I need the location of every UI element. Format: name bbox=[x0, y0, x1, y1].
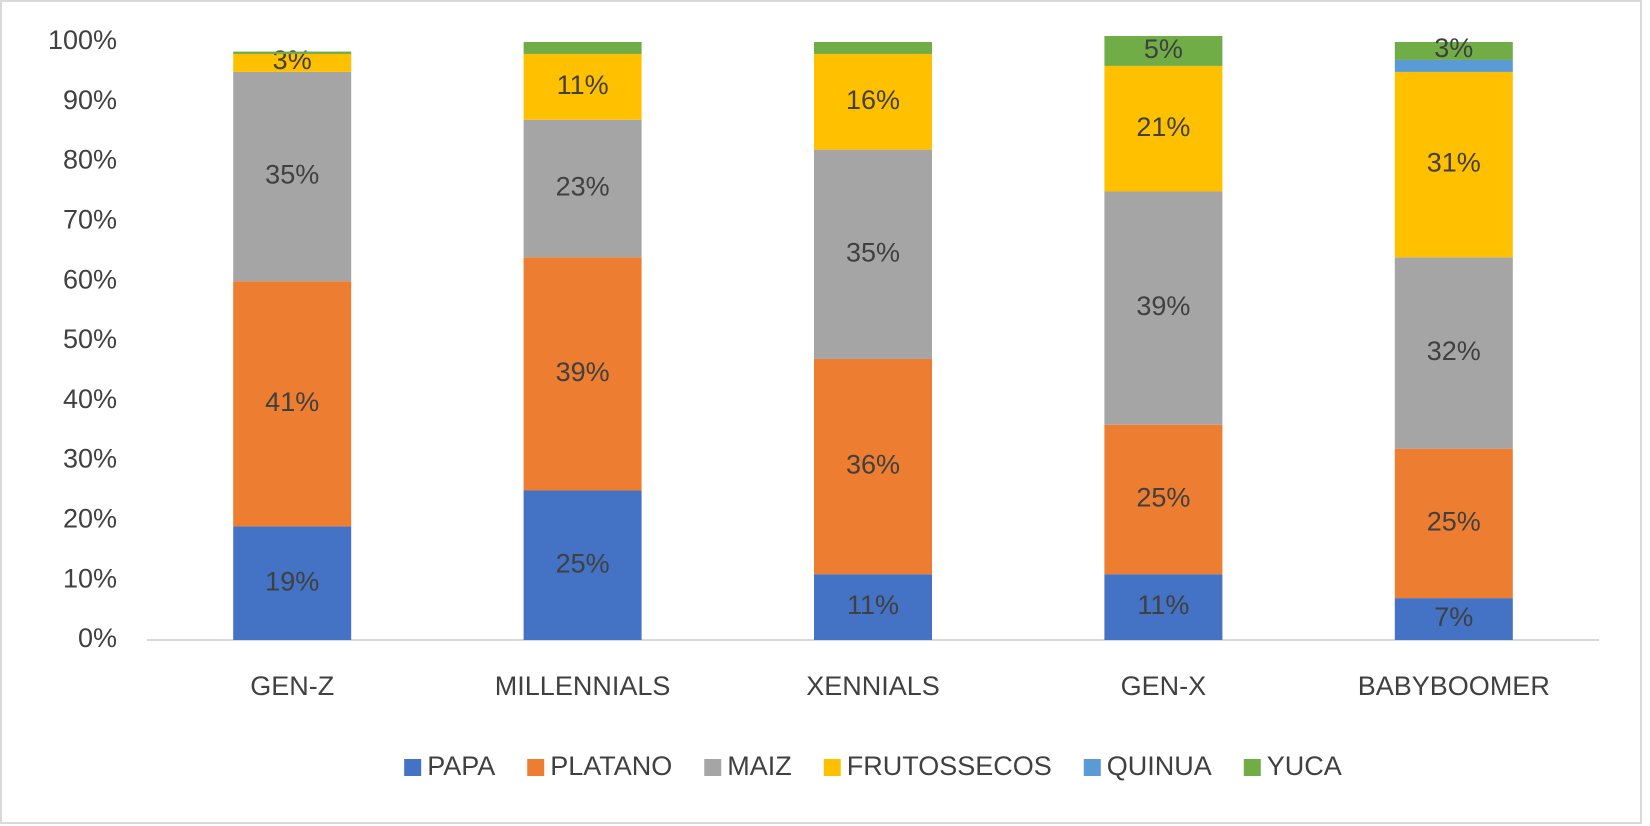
x-tick-label: GEN-X bbox=[1121, 671, 1207, 701]
bar-segment bbox=[233, 281, 352, 527]
y-tick-label: 20% bbox=[63, 504, 117, 534]
bar-segment bbox=[1104, 574, 1223, 640]
legend-marker bbox=[823, 759, 841, 776]
x-tick-label: GEN-Z bbox=[250, 671, 334, 701]
bar-segment bbox=[1394, 448, 1513, 599]
data-label: 25% bbox=[1136, 483, 1190, 513]
y-tick-label: 80% bbox=[63, 145, 117, 175]
bar-segment bbox=[814, 53, 932, 150]
x-tick-label: XENNIALS bbox=[806, 671, 940, 701]
bar-segment bbox=[814, 149, 932, 359]
bar-segment bbox=[1104, 424, 1223, 575]
bar-segment bbox=[1394, 42, 1513, 60]
data-label: 32% bbox=[1427, 336, 1481, 366]
y-tick-label: 70% bbox=[63, 205, 117, 235]
bar-segment bbox=[523, 119, 642, 258]
bar-segment bbox=[1104, 36, 1223, 66]
bar-segment bbox=[814, 42, 932, 54]
legend-label: QUINUA bbox=[1107, 751, 1212, 781]
bar-segment bbox=[1104, 65, 1223, 192]
data-label: 19% bbox=[265, 566, 319, 596]
bar-segment bbox=[1394, 71, 1513, 258]
data-label: 11% bbox=[1137, 590, 1189, 620]
y-tick-label: 90% bbox=[63, 85, 117, 115]
bar-segment bbox=[1104, 191, 1223, 425]
y-tick-label: 50% bbox=[63, 324, 117, 354]
y-tick-label: 0% bbox=[78, 623, 117, 653]
bar-segment bbox=[233, 526, 352, 640]
bar-segment bbox=[1394, 257, 1513, 449]
legend-marker bbox=[404, 759, 422, 776]
y-tick-label: 40% bbox=[63, 384, 117, 414]
data-label: 35% bbox=[846, 237, 900, 267]
data-label: 11% bbox=[557, 70, 609, 100]
legend-label: YUCA bbox=[1267, 751, 1342, 781]
bar-segment bbox=[233, 51, 352, 54]
data-label: 25% bbox=[1427, 507, 1481, 537]
bar-segment bbox=[523, 257, 642, 491]
data-label: 39% bbox=[1136, 291, 1190, 321]
data-label: 31% bbox=[1427, 148, 1481, 178]
bar-segment bbox=[523, 53, 642, 120]
y-tick-label: 30% bbox=[63, 444, 117, 474]
data-label: 35% bbox=[265, 160, 319, 190]
data-label: 41% bbox=[265, 387, 319, 417]
x-tick-label: MILLENNIALS bbox=[495, 671, 671, 701]
bar-segment bbox=[233, 53, 352, 72]
y-tick-label: 60% bbox=[63, 264, 117, 294]
data-label: 23% bbox=[556, 172, 610, 202]
legend-label: MAIZ bbox=[727, 751, 792, 781]
data-label: 16% bbox=[846, 85, 900, 115]
legend-marker bbox=[1083, 759, 1101, 776]
x-tick-label: BABYBOOMER bbox=[1358, 671, 1550, 701]
bar-segment bbox=[233, 71, 352, 282]
bar-segment bbox=[523, 490, 642, 640]
legend-marker bbox=[1243, 759, 1261, 776]
legend-marker bbox=[527, 759, 545, 776]
data-label: 5% bbox=[1144, 34, 1183, 64]
data-label: 7% bbox=[1434, 602, 1473, 632]
data-label: 21% bbox=[1136, 112, 1190, 142]
bar-segment bbox=[1394, 59, 1513, 72]
data-label: 36% bbox=[846, 450, 900, 480]
legend-marker bbox=[704, 759, 722, 776]
bar-segment bbox=[1394, 598, 1513, 640]
bar-segment bbox=[814, 358, 932, 575]
y-tick-label: 100% bbox=[48, 25, 117, 55]
data-label: 25% bbox=[556, 548, 610, 578]
legend-label: PAPA bbox=[427, 751, 495, 781]
data-label: 3% bbox=[273, 45, 312, 75]
data-label: 39% bbox=[556, 357, 610, 387]
bar-segment bbox=[523, 42, 642, 54]
bar-segment bbox=[814, 574, 932, 640]
legend-label: PLATANO bbox=[550, 751, 672, 781]
y-tick-label: 10% bbox=[63, 563, 117, 593]
legend-label: FRUTOSSECOS bbox=[847, 751, 1052, 781]
data-label: 3% bbox=[1434, 33, 1473, 63]
data-label: 11% bbox=[847, 590, 899, 620]
